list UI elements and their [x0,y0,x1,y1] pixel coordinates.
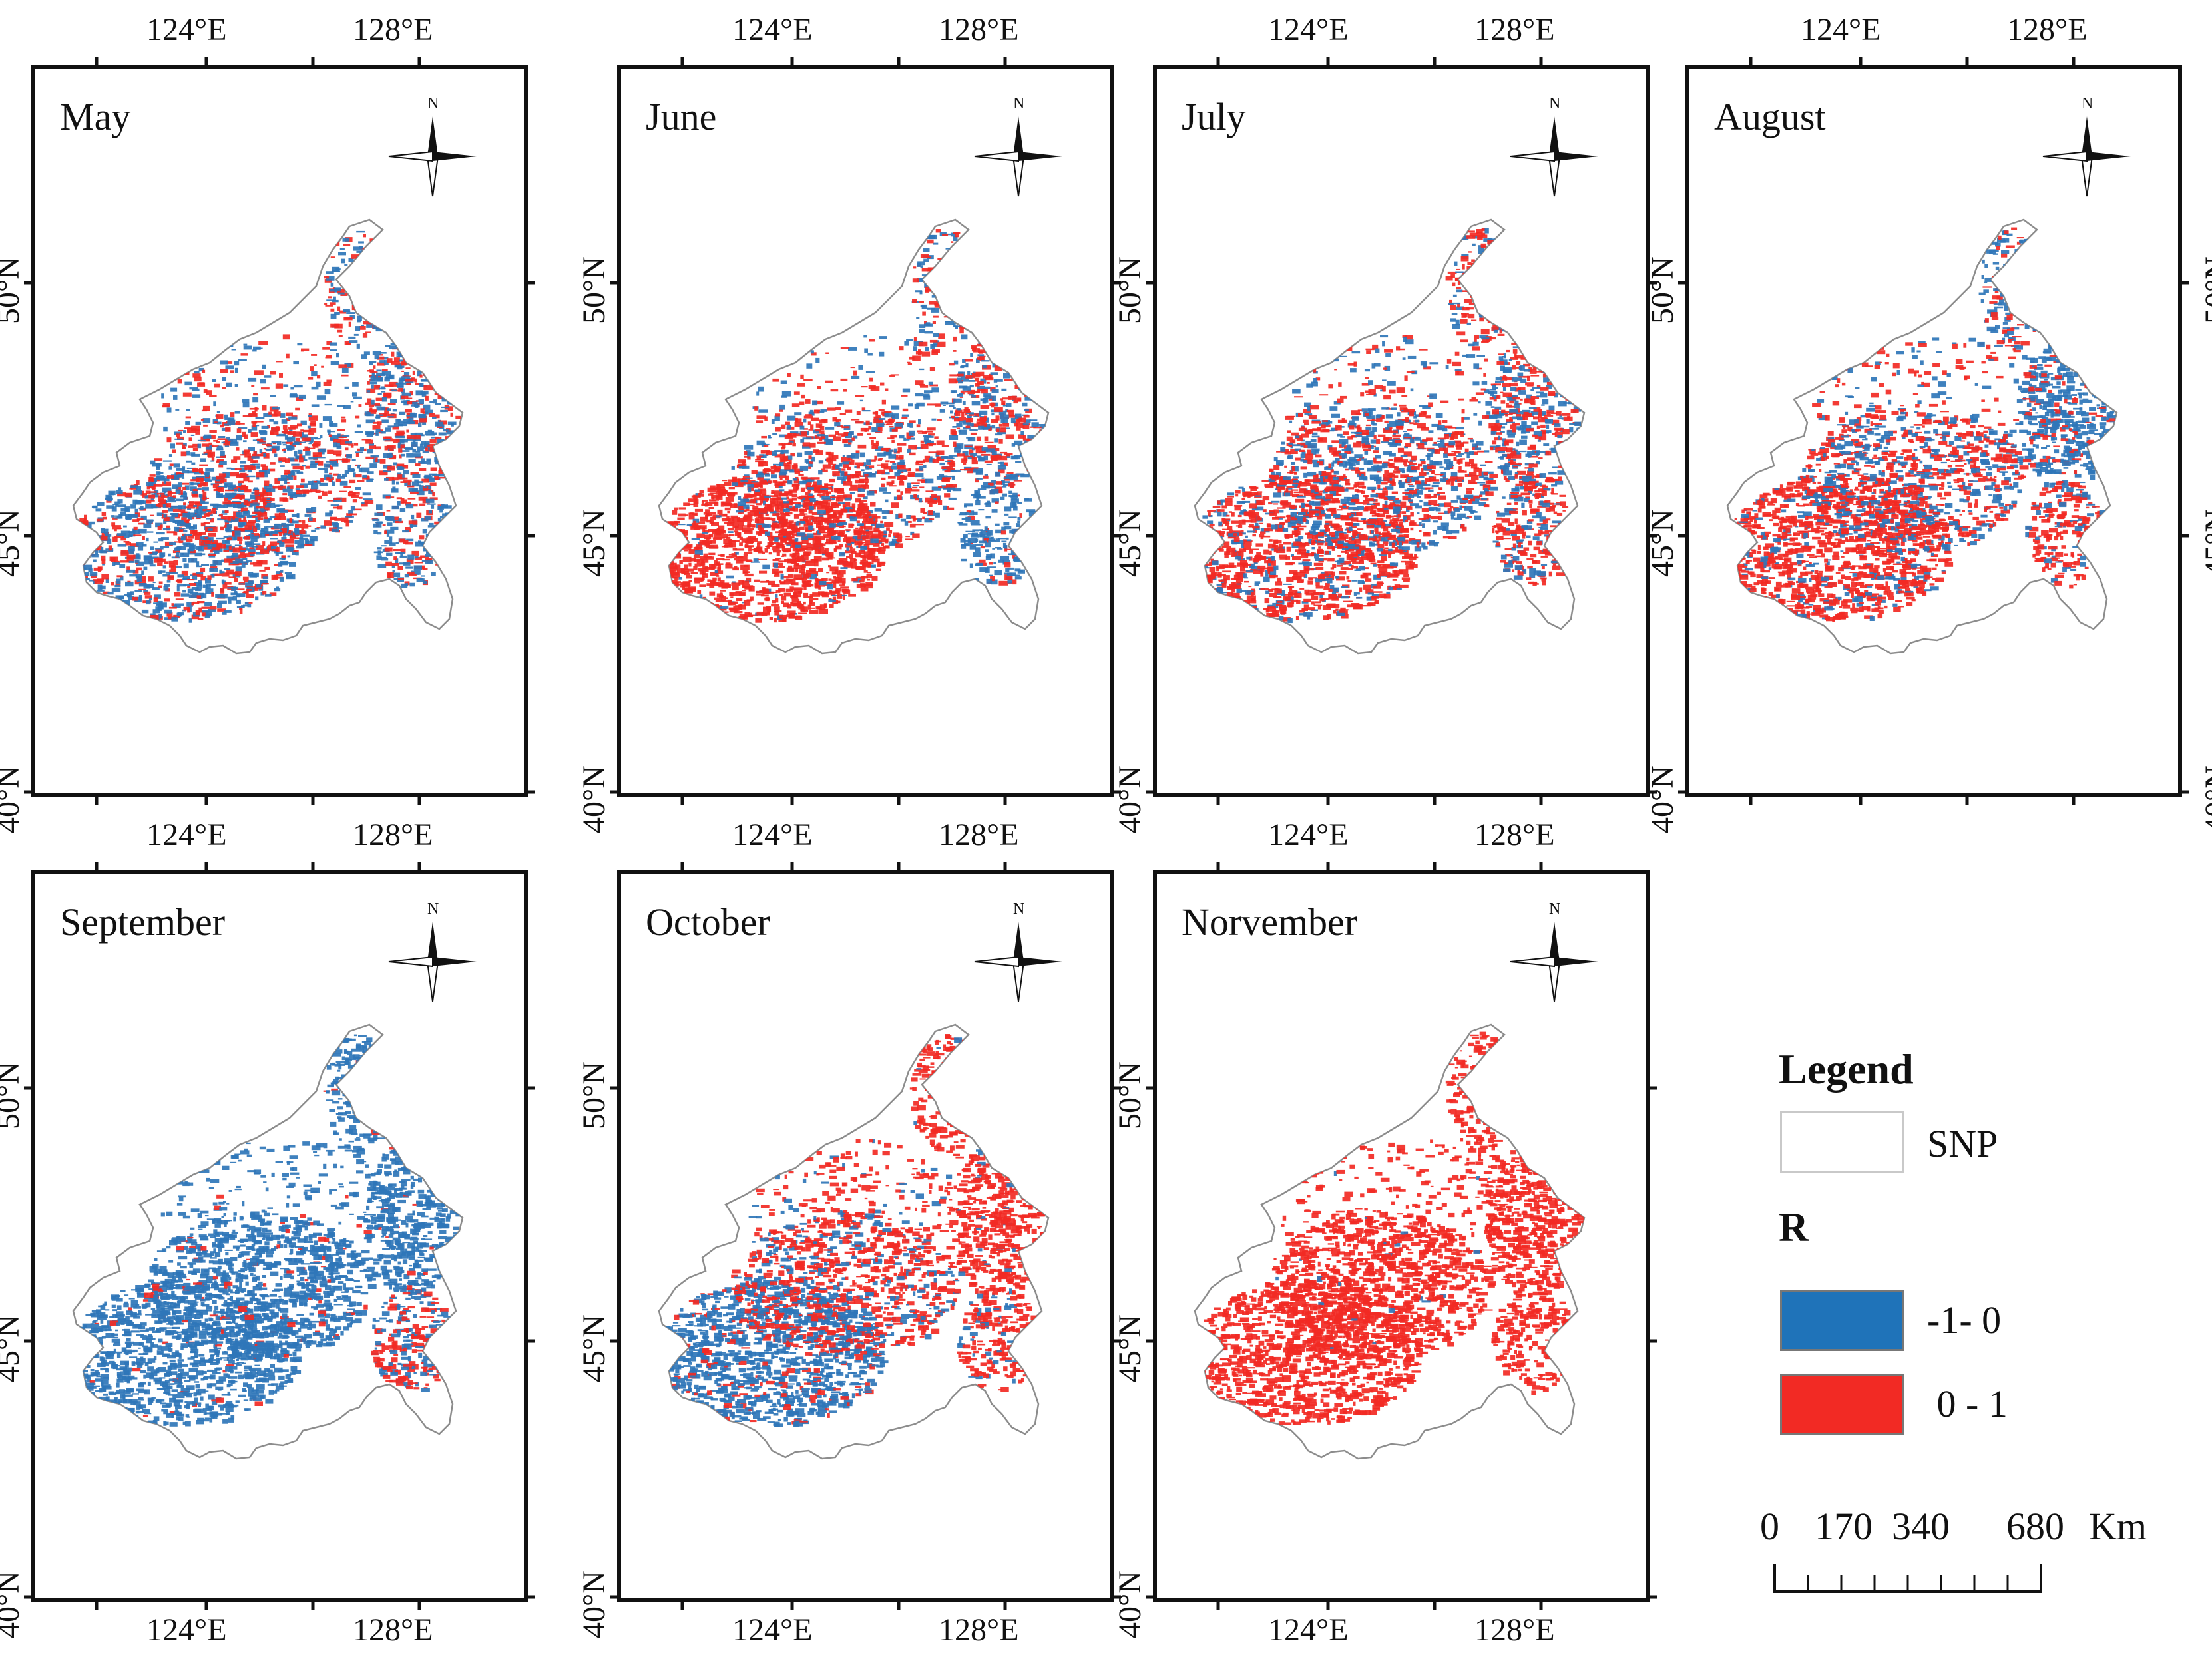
north-label: N [1549,900,1560,918]
scale-tick-340: 340 [1892,1504,1950,1549]
x-tick-top-0: 124°E [1801,12,1881,47]
x-tick-top-1: 128°E [353,12,433,47]
y-tick-2: 40°N [1112,765,1148,833]
x-tick-top-0: 124°E [732,12,813,47]
y-tick-1: 45°N [0,509,26,577]
legend-label-snp: SNP [1927,1121,1998,1166]
north-label: N [2082,95,2093,112]
x-tick-bottom-0: 124°E [732,1612,813,1648]
y-tick-2: 40°N [1112,1571,1148,1638]
y-tick-1: 45°N [576,1314,612,1382]
x-tick-top-1: 128°E [353,817,433,852]
legend-r-title: R [1779,1205,1809,1252]
map-panel-norvember: Norvember N 124°E 128°E 124°E 128°E 50°N 45°N 40… [1112,817,1657,1648]
scale-unit: Km [2089,1504,2147,1549]
x-tick-top-0: 124°E [1268,817,1349,852]
y-tick-2: 40°N [576,1571,612,1638]
legend-title: Legend [1779,1045,1914,1094]
y-tick-0: 50°N [0,1061,26,1129]
x-tick-top-1: 128°E [939,817,1019,852]
x-tick-top-1: 128°E [1474,817,1555,852]
scale-bar [1773,1564,2042,1593]
north-arrow-icon: N [388,900,477,1002]
north-arrow-icon: N [1510,900,1598,1002]
x-tick-bottom-1: 128°E [353,1612,433,1648]
y-tick-0: 50°N [576,1061,612,1129]
x-tick-top-0: 124°E [146,12,227,47]
y-tick-0: 50°N [0,256,26,324]
north-label: N [1549,95,1560,112]
panel-title: May [60,95,130,138]
legend: Legend SNP R -1- 0 0 - 1 0 170 340 680 K… [1760,1045,2197,1593]
y-tick-0: 50°N [1112,1061,1148,1129]
map-panel-august: August N 124°E 128°E 50°N 50°N 45°N 45°N 40°N 40°… [1645,12,2212,833]
y-tick-1: 45°N [576,509,612,577]
y-tick-0: 50°N [576,256,612,324]
y-tick-0: 50°N [1645,256,1680,324]
panel-title: September [60,900,225,944]
x-tick-top-1: 128°E [1474,12,1555,47]
legend-swatch-positive [1780,1374,1904,1435]
panel-title: August [1714,95,1826,138]
north-arrow-icon: N [974,900,1062,1002]
north-arrow-icon: N [1510,95,1598,197]
x-tick-top-0: 124°E [732,817,813,852]
y-tick-0: 50°N [1112,256,1148,324]
study-region [1194,218,1586,655]
x-tick-top-0: 124°E [146,817,227,852]
north-arrow-icon: N [2042,95,2131,197]
study-region [658,1023,1050,1460]
legend-label-negative: -1- 0 [1927,1298,2001,1342]
north-label: N [1013,95,1024,112]
x-tick-bottom-1: 128°E [939,1612,1019,1648]
x-tick-bottom-1: 128°E [1474,1612,1555,1648]
scale-bar-labels: 0 170 340 680 Km [1760,1504,2197,1551]
y-tick-1: 45°N [0,1314,26,1382]
scale-tick-0: 0 [1760,1504,1779,1549]
north-arrow-icon: N [388,95,477,197]
north-label: N [1013,900,1024,918]
panel-title: Norvember [1182,900,1357,944]
y-tick-2: 40°N [1645,765,1680,833]
north-label: N [427,95,439,112]
x-tick-top-0: 124°E [1268,12,1349,47]
y-tick-2: 40°N [0,765,26,833]
correlation-pixels [659,1034,1048,1427]
north-arrow-icon: N [974,95,1062,197]
panel-title: July [1182,95,1246,138]
y-tick-1: 45°N [1645,509,1680,577]
y-tick-2: 40°N [576,765,612,833]
y-tick-right-1: 45°N [2199,509,2212,577]
y-tick-1: 45°N [1112,509,1148,577]
map-panel-may: May N 124°E 128°E 50°N 45°N 40°N [0,12,535,833]
y-tick-2: 40°N [0,1571,26,1638]
study-region [1194,1023,1586,1460]
legend-swatch-negative [1780,1290,1904,1351]
x-tick-top-1: 128°E [939,12,1019,47]
x-tick-bottom-0: 124°E [1268,1612,1349,1648]
legend-swatch-snp [1780,1111,1904,1173]
scale-tick-680: 680 [2006,1504,2064,1549]
north-label: N [427,900,439,918]
y-tick-right-2: 40°N [2199,765,2212,833]
map-panel-september: September N 124°E 128°E 124°E 128°E 50°N 45°N 40… [0,817,535,1648]
map-panel-july: July N 124°E 128°E 50°N 45°N 40°N [1112,12,1657,833]
x-tick-top-1: 128°E [2007,12,2088,47]
panel-title: October [646,900,770,944]
y-tick-right-0: 50°N [2199,256,2212,324]
map-panel-june: June N 124°E 128°E 50°N 45°N 40°N [576,12,1121,833]
scale-tick-170: 170 [1815,1504,1873,1549]
x-tick-bottom-0: 124°E [146,1612,227,1648]
legend-label-positive: 0 - 1 [1927,1382,2008,1426]
map-panel-october: October N 124°E 128°E 124°E 128°E 50°N 45°N 40°N [576,817,1121,1648]
y-tick-1: 45°N [1112,1314,1148,1382]
panel-title: June [646,95,716,138]
